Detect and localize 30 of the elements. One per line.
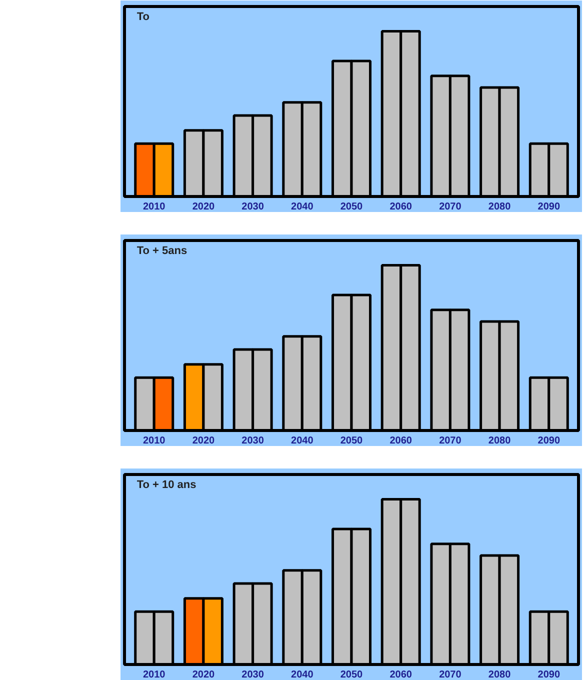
x-tick-label: 2030: [242, 670, 264, 680]
chart-title: To + 5ans: [136, 245, 188, 258]
x-tick-label: 2030: [242, 202, 264, 212]
x-tick-label: 2010: [142, 670, 166, 680]
chart-title: To: [136, 11, 150, 24]
x-tick-label: 2050: [340, 202, 364, 212]
x-tick-label: 2050: [340, 436, 364, 446]
x-tick-label: 2070: [439, 670, 462, 680]
x-tick-label: 2060: [390, 202, 412, 212]
x-tick-label: 2090: [538, 436, 560, 446]
x-tick-label: 2040: [291, 670, 314, 680]
x-tick-label: 2010: [142, 202, 166, 212]
x-tick-label: 2080: [488, 202, 512, 212]
x-tick-label: 2080: [488, 436, 512, 446]
x-tick-label: 2070: [439, 436, 462, 446]
x-tick-label: 2040: [291, 436, 314, 446]
x-tick-label: 2020: [192, 436, 216, 446]
x-tick-label: 2050: [340, 670, 364, 680]
x-tick-label: 2030: [242, 436, 264, 446]
x-tick-label: 2060: [390, 436, 412, 446]
x-tick-label: 2010: [142, 436, 166, 446]
x-tick-label: 2040: [291, 202, 314, 212]
x-tick-label: 2090: [538, 202, 560, 212]
chart-title: To + 10 ans: [136, 479, 196, 492]
x-tick-label: 2060: [390, 670, 412, 680]
x-tick-label: 2070: [439, 202, 462, 212]
x-tick-label: 2080: [488, 670, 512, 680]
x-tick-label: 2090: [538, 670, 560, 680]
x-tick-label: 2020: [192, 202, 216, 212]
x-tick-label: 2020: [192, 670, 216, 680]
